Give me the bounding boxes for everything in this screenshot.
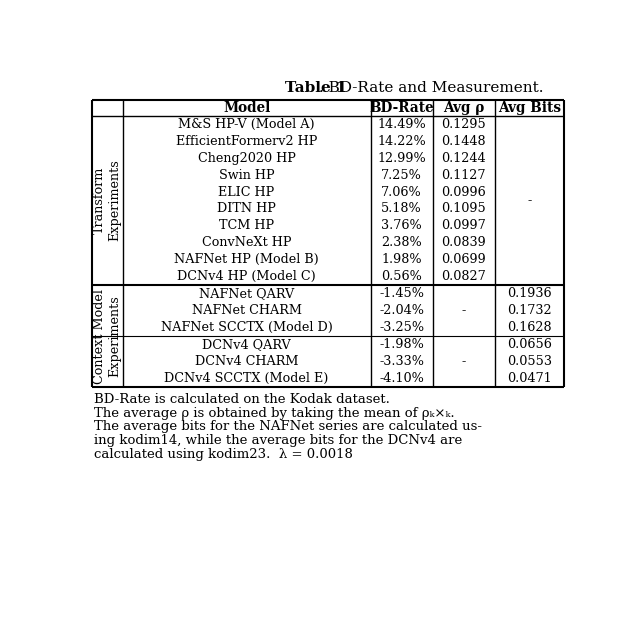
Text: 0.0996: 0.0996 [441, 186, 486, 199]
Text: 0.1095: 0.1095 [441, 202, 486, 216]
Text: DCNv4 SCCTX (Model E): DCNv4 SCCTX (Model E) [164, 372, 329, 385]
Text: BD-Rate: BD-Rate [369, 101, 434, 115]
Text: Avg ρ: Avg ρ [443, 101, 484, 115]
Text: NAFNet SCCTX (Model D): NAFNet SCCTX (Model D) [161, 321, 333, 334]
Text: Avg Bits: Avg Bits [498, 101, 561, 115]
Text: -1.98%: -1.98% [379, 338, 424, 351]
Text: Cheng2020 HP: Cheng2020 HP [198, 152, 296, 164]
Text: Transform
Experiments: Transform Experiments [93, 159, 121, 241]
Text: ing kodim14, while the average bits for the DCNv4 are: ing kodim14, while the average bits for … [94, 434, 462, 447]
Text: -: - [461, 304, 466, 317]
Text: 14.22%: 14.22% [377, 135, 426, 148]
Text: 3.76%: 3.76% [381, 219, 422, 232]
Text: -1.45%: -1.45% [379, 287, 424, 300]
Text: DCNv4 QARV: DCNv4 QARV [202, 338, 291, 351]
Text: -: - [527, 194, 532, 207]
Text: 5.18%: 5.18% [381, 202, 422, 216]
Text: 0.1732: 0.1732 [507, 304, 552, 317]
Text: 7.25%: 7.25% [381, 169, 422, 182]
Text: 7.06%: 7.06% [381, 186, 422, 199]
Text: -2.04%: -2.04% [379, 304, 424, 317]
Text: 0.1628: 0.1628 [507, 321, 552, 334]
Text: DCNv4 CHARM: DCNv4 CHARM [195, 355, 298, 368]
Text: NAFNet HP (Model B): NAFNet HP (Model B) [174, 253, 319, 266]
Text: 0.1448: 0.1448 [442, 135, 486, 148]
Text: 0.0827: 0.0827 [441, 270, 486, 283]
Text: 14.49%: 14.49% [377, 118, 426, 131]
Text: -4.10%: -4.10% [379, 372, 424, 385]
Text: 0.1127: 0.1127 [442, 169, 486, 182]
Text: EfficientFormerv2 HP: EfficientFormerv2 HP [176, 135, 317, 148]
Text: 0.0699: 0.0699 [441, 253, 486, 266]
Text: TCM HP: TCM HP [219, 219, 274, 232]
Text: BD-Rate is calculated on the Kodak dataset.: BD-Rate is calculated on the Kodak datas… [94, 392, 390, 406]
Text: -: - [461, 355, 466, 368]
Text: Swin HP: Swin HP [219, 169, 275, 182]
Text: calculated using kodim23.  λ = 0.0018: calculated using kodim23. λ = 0.0018 [94, 448, 353, 461]
Text: 0.0553: 0.0553 [507, 355, 552, 368]
Text: The average ρ is obtained by taking the mean of ρₖ×ₖ.: The average ρ is obtained by taking the … [94, 406, 454, 419]
Text: 0.0997: 0.0997 [441, 219, 486, 232]
Text: ConvNeXt HP: ConvNeXt HP [202, 236, 291, 249]
Text: 0.0839: 0.0839 [441, 236, 486, 249]
Text: ELIC HP: ELIC HP [218, 186, 275, 199]
Text: NAFNet QARV: NAFNet QARV [199, 287, 294, 300]
Text: 0.0471: 0.0471 [507, 372, 552, 385]
Text: 1.98%: 1.98% [381, 253, 422, 266]
Text: . BD-Rate and Measurement.: . BD-Rate and Measurement. [319, 81, 544, 95]
Text: 12.99%: 12.99% [377, 152, 426, 164]
Text: Table 1: Table 1 [285, 81, 347, 95]
Text: 0.1295: 0.1295 [441, 118, 486, 131]
Text: NAFNet CHARM: NAFNet CHARM [191, 304, 301, 317]
Text: 0.1244: 0.1244 [442, 152, 486, 164]
Text: 0.0656: 0.0656 [507, 338, 552, 351]
Text: 0.1936: 0.1936 [507, 287, 552, 300]
Text: 2.38%: 2.38% [381, 236, 422, 249]
Text: 0.56%: 0.56% [381, 270, 422, 283]
Text: Model: Model [223, 101, 270, 115]
Text: -3.25%: -3.25% [379, 321, 424, 334]
Text: The average bits for the NAFNet series are calculated us-: The average bits for the NAFNet series a… [94, 421, 482, 433]
Text: DITN HP: DITN HP [217, 202, 276, 216]
Text: -3.33%: -3.33% [379, 355, 424, 368]
Text: M&S HP-V (Model A): M&S HP-V (Model A) [179, 118, 315, 131]
Text: Context Model
Experiments: Context Model Experiments [93, 289, 121, 384]
Text: DCNv4 HP (Model C): DCNv4 HP (Model C) [177, 270, 316, 283]
